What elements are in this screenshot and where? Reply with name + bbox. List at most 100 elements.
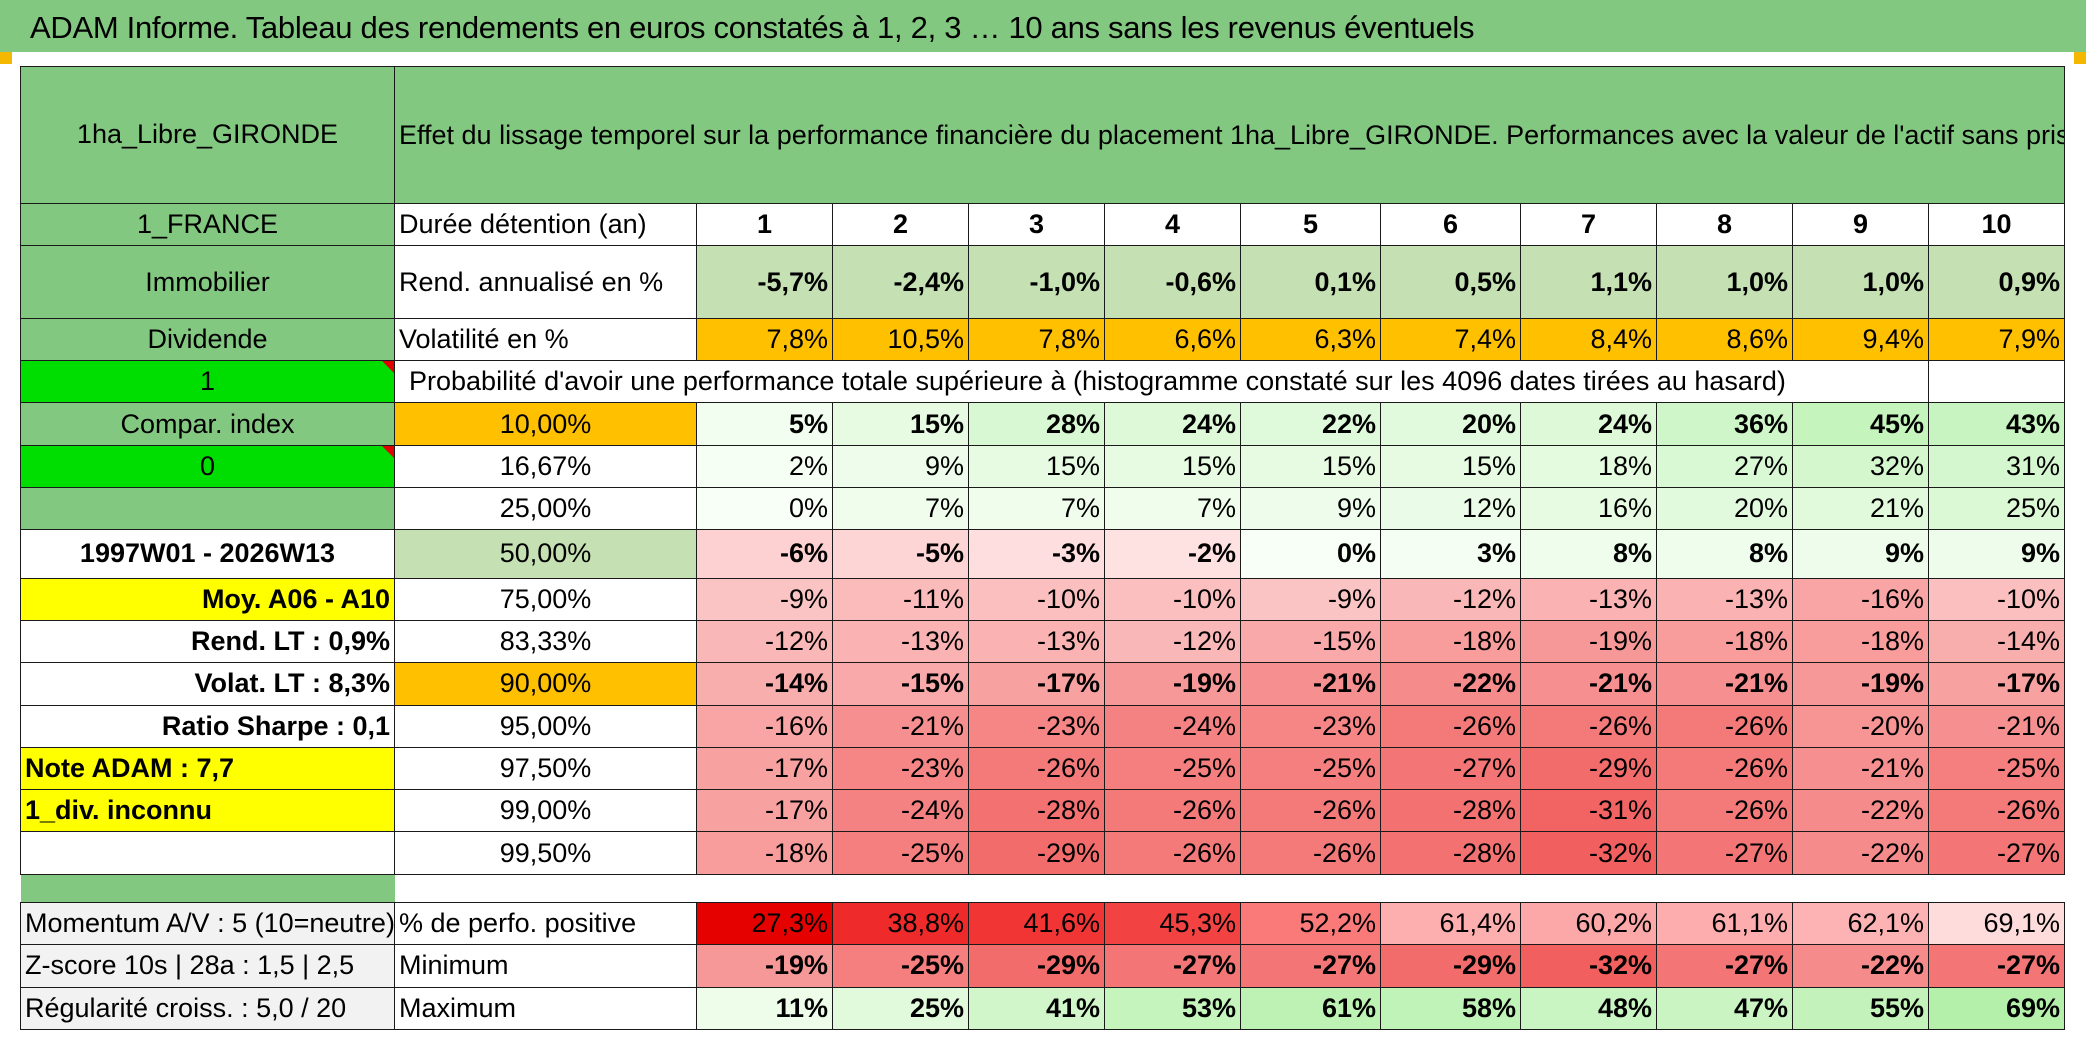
rend-lt: Rend. LT : 0,9% [20,619,395,664]
quantile-value: 9% [832,444,969,488]
quantile-value: -13% [1656,577,1793,621]
quantile-value: 7% [1104,486,1241,531]
quantile-value: -21% [1792,746,1929,791]
table-row: Volat. LT : 8,3% 90,00% -14% -15% -17% -19% -2… [20,662,2066,706]
quantile-value: 3% [1380,529,1521,579]
quantile-value: 7% [968,486,1105,531]
quantile-value: 0% [696,486,833,531]
quantile-value: -26% [1104,789,1241,833]
quantile-value: -27% [1380,746,1521,791]
pos-value: 27,3% [696,901,833,946]
min-value: -27% [1240,944,1381,988]
quantile-value: -25% [832,831,969,875]
vol-value: 8,4% [1520,317,1657,362]
separator [395,874,2065,902]
quantile-value: -25% [1104,746,1241,791]
quantile-value: -19% [1520,619,1657,664]
empty-green [20,486,395,531]
quantile-value: -13% [968,619,1105,664]
table-row: 1_FRANCE Durée détention (an) 1 2 3 4 5 6 7 8 9 10 [20,202,2066,247]
durations-label: Durée détention (an) [394,202,697,247]
quantile-label: 25,00% [394,486,697,531]
pos-label: % de perfo. positive [394,901,697,946]
quantile-value: -28% [1380,831,1521,875]
quantile-value: -9% [696,577,833,621]
quantile-value: -22% [1380,662,1521,706]
regularite: Régularité croiss. : 5,0 / 20 [20,986,395,1030]
duration-header: 7 [1520,202,1657,247]
vol-value: 6,6% [1104,317,1241,362]
performance-table: 1ha_Libre_GIRONDE Effet du lissage tempor… [20,66,2066,1030]
min-value: -19% [696,944,833,988]
quantile-value: -24% [1104,704,1241,748]
quantile-label: 99,00% [394,789,697,833]
min-value: -27% [1656,944,1793,988]
table-row: 1997W01 - 2026W13 50,00% -6% -5% -3% -2% 0% 3% 8… [20,529,2066,579]
quantile-value: 9% [1927,529,2066,579]
table-row: 99,50% -18% -25% -29% -26% -26% -28% -32% -27% -2… [20,831,2066,875]
quantile-value: -26% [1240,789,1381,833]
quantile-label: 75,00% [394,577,697,621]
table-row: Momentum A/V : 5 (10=neutre)% de perfo. … [20,901,2066,946]
pos-value: 69,1% [1927,901,2066,946]
max-value: 47% [1656,986,1793,1030]
quantile-value: -26% [1656,789,1793,833]
quantile-value: -12% [1380,577,1521,621]
quantile-value: -29% [968,831,1105,875]
quantile-value: -18% [1656,619,1793,664]
dividend-status: 1_div. inconnu [20,789,395,833]
max-label: Maximum [394,986,697,1030]
pos-value: 61,1% [1656,901,1793,946]
max-value: 55% [1792,986,1929,1030]
quantile-value: -29% [1520,746,1657,791]
quantile-value: -23% [832,746,969,791]
duration-header: 4 [1104,202,1241,247]
quantile-value: -26% [1240,831,1381,875]
max-value: 61% [1240,986,1381,1030]
quantile-value: 32% [1792,444,1929,488]
pos-value: 45,3% [1104,901,1241,946]
quantile-value: -15% [832,662,969,706]
category: Immobilier [20,245,395,319]
min-label: Minimum [394,944,697,988]
max-value: 58% [1380,986,1521,1030]
report-title: ADAM Informe. Tableau des rendements en … [30,10,1475,45]
momentum: Momentum A/V : 5 (10=neutre) [20,901,395,946]
duration-header: 1 [696,202,833,247]
quantile-value: 24% [1520,402,1657,446]
quantile-value: 45% [1792,402,1929,446]
pos-value: 62,1% [1792,901,1929,946]
quantile-value: -21% [1927,704,2066,748]
separator-green [20,874,395,903]
quantile-value: 31% [1927,444,2066,488]
quantile-value: -2% [1104,529,1241,579]
quantile-value: -26% [1104,831,1241,875]
pos-value: 52,2% [1240,901,1381,946]
duration-header: 10 [1927,202,2066,247]
corner-mark [0,52,12,64]
vol-label: Volatilité en % [394,317,697,362]
max-value: 48% [1520,986,1657,1030]
quantile-label: 90,00% [394,662,697,706]
rend-value: 1,0% [1792,245,1929,319]
quantile-label: 16,67% [394,444,697,488]
duration-header: 3 [968,202,1105,247]
quantile-value: 2% [696,444,833,488]
probability-label: Probabilité d'avoir une performance tota… [394,360,1929,404]
max-value: 25% [832,986,969,1030]
ratio-sharpe: Ratio Sharpe : 0,1 [20,704,395,748]
min-value: -27% [1104,944,1241,988]
quantile-label: 95,00% [394,704,697,748]
quantile-value: -21% [832,704,969,748]
rend-label: Rend. annualisé en % [394,245,697,319]
quantile-label: 99,50% [394,831,697,875]
quantile-value: -26% [1380,704,1521,748]
quantile-value: -19% [1104,662,1241,706]
duration-header: 2 [832,202,969,247]
quantile-value: 12% [1380,486,1521,531]
quantile-value: -27% [1927,831,2066,875]
table-row: Dividende Volatilité en % 7,8% 10,5% 7,8% 6,6… [20,317,2066,362]
quantile-value: 15% [832,402,969,446]
quantile-value: -6% [696,529,833,579]
quantile-value: -25% [1240,746,1381,791]
